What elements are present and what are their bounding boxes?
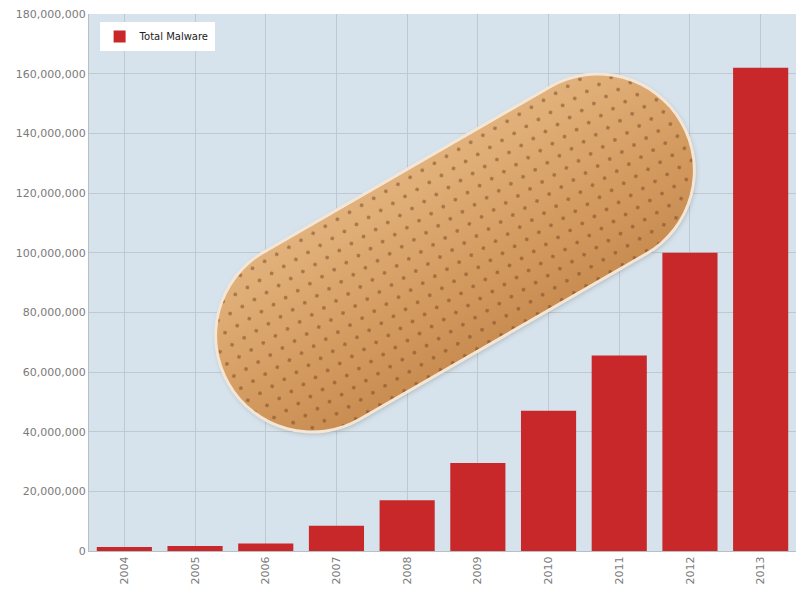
svg-text:2004: 2004 [118, 556, 131, 584]
svg-text:2008: 2008 [401, 556, 414, 584]
svg-text:2012: 2012 [684, 556, 697, 584]
svg-text:140,000,000: 140,000,000 [16, 127, 86, 140]
svg-text:2011: 2011 [613, 556, 626, 584]
svg-text:60,000,000: 60,000,000 [23, 366, 86, 379]
svg-text:2006: 2006 [259, 556, 272, 584]
svg-text:160,000,000: 160,000,000 [16, 68, 86, 81]
svg-text:2005: 2005 [189, 556, 202, 584]
svg-text:40,000,000: 40,000,000 [23, 426, 86, 439]
svg-text:2009: 2009 [471, 556, 484, 584]
svg-text:100,000,000: 100,000,000 [16, 247, 86, 260]
svg-text:120,000,000: 120,000,000 [16, 187, 86, 200]
svg-text:Total Malware: Total Malware [139, 31, 208, 42]
svg-text:80,000,000: 80,000,000 [23, 306, 86, 319]
svg-text:180,000,000: 180,000,000 [16, 8, 86, 21]
svg-text:2010: 2010 [542, 556, 555, 584]
svg-text:0: 0 [79, 545, 86, 558]
svg-text:20,000,000: 20,000,000 [23, 485, 86, 498]
svg-text:2013: 2013 [754, 556, 767, 584]
svg-text:2007: 2007 [330, 556, 343, 584]
